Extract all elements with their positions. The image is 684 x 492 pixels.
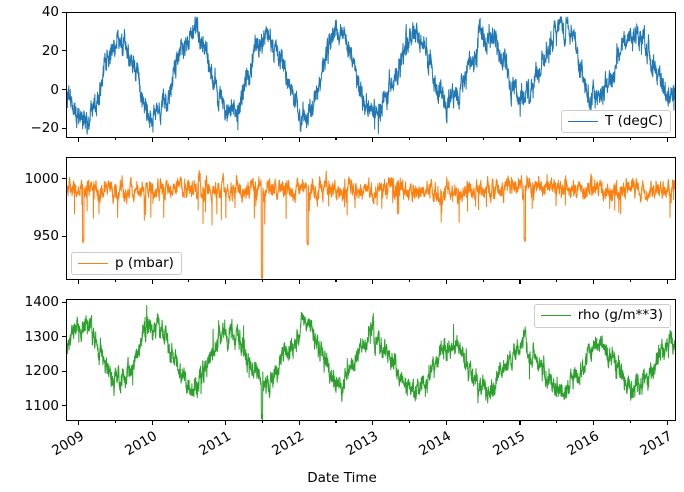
x-tick-label: 2011 xyxy=(195,428,234,460)
axes-density: rho (g/m**3) xyxy=(66,299,676,421)
plot-area-pressure xyxy=(67,158,675,279)
x-tick-minor-mark xyxy=(188,421,190,424)
temperature-line xyxy=(67,13,675,137)
x-tick-mark xyxy=(225,421,227,425)
x-tick-mark xyxy=(225,138,227,142)
x-tick-minor-mark xyxy=(629,421,631,424)
x-tick-minor-mark xyxy=(261,280,263,283)
legend-label-pressure: p (mbar) xyxy=(115,254,174,271)
x-tick-label: 2016 xyxy=(563,428,602,460)
x-tick-mark xyxy=(593,138,595,142)
x-tick-mark xyxy=(666,138,668,142)
legend-swatch-temperature xyxy=(568,120,599,122)
x-tick-mark xyxy=(445,138,447,142)
x-tick-label: 2012 xyxy=(269,428,308,460)
x-tick-minor-mark xyxy=(482,138,484,141)
x-tick-label: 2010 xyxy=(122,428,161,460)
x-tick-minor-mark xyxy=(114,280,116,283)
x-tick-minor-mark xyxy=(629,280,631,283)
x-tick-label: 2014 xyxy=(416,428,455,460)
x-tick-mark xyxy=(372,421,374,425)
x-tick-minor-mark xyxy=(482,421,484,424)
x-tick-mark xyxy=(151,138,153,142)
x-tick-mark xyxy=(298,280,300,284)
x-tick-label: 2017 xyxy=(637,428,676,460)
axes-temperature: T (degC) xyxy=(66,12,676,138)
legend-label-density: rho (g/m**3) xyxy=(577,307,663,323)
x-tick-mark xyxy=(445,280,447,284)
x-tick-mark xyxy=(77,421,80,425)
x-axis-label: Date Time xyxy=(307,470,377,486)
x-tick-mark xyxy=(151,421,153,425)
x-tick-minor-mark xyxy=(556,421,558,424)
x-tick-minor-mark xyxy=(335,421,337,424)
x-tick-minor-mark xyxy=(335,280,337,283)
legend-density[interactable]: rho (g/m**3) xyxy=(533,304,671,328)
x-tick-minor-mark xyxy=(114,138,116,141)
x-tick-minor-mark xyxy=(629,138,631,141)
density-line xyxy=(67,300,675,420)
x-tick-mark xyxy=(519,280,521,284)
x-tick-label: 2009 xyxy=(48,428,87,460)
legend-temperature[interactable]: T (degC) xyxy=(561,109,671,133)
x-tick-mark xyxy=(372,280,374,284)
x-tick-minor-mark xyxy=(335,138,337,141)
legend-pressure[interactable]: p (mbar) xyxy=(71,251,182,275)
plot-area-density xyxy=(67,300,675,420)
x-tick-mark xyxy=(666,280,668,284)
legend-swatch-pressure xyxy=(78,262,108,264)
x-tick-minor-mark xyxy=(188,138,190,141)
x-tick-mark xyxy=(77,280,80,284)
x-tick-minor-mark xyxy=(556,280,558,283)
x-tick-mark xyxy=(593,421,595,425)
x-tick-minor-mark xyxy=(261,421,263,424)
x-tick-minor-mark xyxy=(482,280,484,283)
x-tick-minor-mark xyxy=(409,280,411,283)
x-tick-minor-mark xyxy=(556,138,558,141)
x-tick-mark xyxy=(151,280,153,284)
legend-label-temperature: T (degC) xyxy=(605,112,663,129)
legend-swatch-density xyxy=(540,315,571,317)
x-tick-minor-mark xyxy=(409,138,411,141)
pressure-line xyxy=(67,158,675,279)
x-tick-mark xyxy=(593,280,595,284)
x-tick-mark xyxy=(666,421,668,425)
plot-area-temperature xyxy=(67,13,675,137)
x-tick-mark xyxy=(445,421,447,425)
x-tick-minor-mark xyxy=(409,421,411,424)
x-tick-mark xyxy=(298,138,300,142)
x-tick-minor-mark xyxy=(114,421,116,424)
x-tick-label: 2013 xyxy=(343,428,381,460)
x-tick-minor-mark xyxy=(261,138,263,141)
x-tick-mark xyxy=(225,280,227,284)
x-tick-mark xyxy=(298,421,300,425)
x-tick-label: 2015 xyxy=(490,428,528,460)
axes-pressure: p (mbar) xyxy=(66,157,676,280)
x-tick-minor-mark xyxy=(188,280,190,283)
x-tick-mark xyxy=(372,138,374,142)
x-tick-mark xyxy=(77,138,80,142)
x-tick-mark xyxy=(519,138,521,142)
x-tick-mark xyxy=(519,421,521,425)
